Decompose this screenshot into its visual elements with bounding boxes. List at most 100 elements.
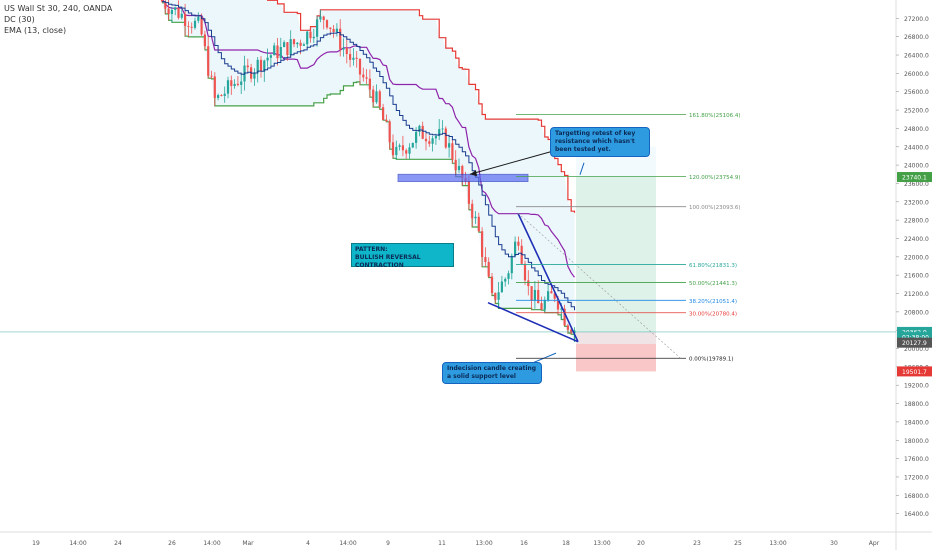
candle-body — [335, 28, 338, 33]
wedge-lower-line — [487, 301, 579, 343]
x-tick-label: 26 — [168, 540, 176, 547]
candle-body — [167, 8, 170, 15]
x-tick-label: 9 — [386, 540, 390, 547]
candle-body — [259, 59, 263, 72]
candle-body — [279, 46, 282, 59]
x-tick-label: 13:00 — [475, 540, 492, 547]
drawings — [0, 150, 896, 363]
resistance-callout-text: Targetting retest of key resistance whic… — [555, 130, 636, 153]
dc-fill-extension — [576, 146, 656, 344]
candle-body — [461, 165, 464, 179]
dc-label: DC (30) — [4, 15, 35, 24]
dc-fill — [162, 0, 575, 342]
candle-body — [236, 83, 239, 85]
candle-body — [160, 0, 164, 2]
candle-body — [540, 303, 543, 310]
pattern-label[interactable]: PATTERN: BULLISH REVERSAL CONTRACTION — [351, 243, 454, 269]
candle-body — [553, 293, 556, 299]
candle-body — [477, 216, 480, 232]
y-tick-label: 22800.0 — [904, 218, 929, 225]
candle-body — [312, 36, 315, 39]
y-tick-label: 23600.0 — [904, 181, 929, 188]
candle-body — [490, 276, 494, 293]
x-tick-label: 24 — [114, 540, 122, 547]
price-tag-label: 23740.1 — [902, 175, 927, 182]
candle-body — [210, 75, 213, 77]
candle-body — [174, 7, 177, 10]
candle-body — [385, 119, 388, 122]
resistance-callout-tail — [579, 162, 585, 175]
resistance-arrow-head — [470, 170, 477, 177]
resistance-callout[interactable]: Targetting retest of key resistance whic… — [550, 127, 650, 157]
candle-body — [283, 42, 286, 47]
x-tick-label: 19 — [32, 540, 40, 547]
candle-body — [273, 45, 276, 56]
candle-body — [537, 289, 540, 304]
candle-body — [240, 81, 243, 85]
x-tick-label: 11 — [438, 540, 446, 547]
y-tick-label: 22000.0 — [904, 254, 929, 261]
y-tick-label: 26000.0 — [904, 71, 929, 78]
dc-lower-band — [162, 2, 576, 342]
y-tick-label: 20800.0 — [904, 309, 929, 316]
candle-body — [471, 203, 474, 219]
y-tick-label: 18000.0 — [904, 438, 929, 445]
y-tick-label: 27200.0 — [904, 16, 929, 23]
y-tick-label: 16400.0 — [904, 511, 929, 518]
price-tag-label: 19501.7 — [902, 369, 927, 376]
price-tag-bg — [897, 337, 932, 348]
y-tick-label: 25600.0 — [904, 89, 929, 96]
candle-body — [424, 138, 428, 142]
y-tick-label: 17600.0 — [904, 456, 929, 463]
candle-body — [230, 80, 233, 87]
candle-body — [329, 27, 332, 29]
candle-body — [213, 76, 216, 98]
candle-body — [372, 89, 375, 103]
price-tag-label: 20127.9 — [902, 340, 927, 347]
x-tick-label: 16 — [520, 540, 528, 547]
candle-body — [207, 46, 210, 76]
candle-body — [180, 13, 183, 18]
candle-body — [382, 107, 385, 120]
candle-body — [266, 57, 269, 61]
candle-body — [368, 78, 371, 90]
x-tick-label: 18 — [562, 540, 570, 547]
x-tick-label: 20 — [637, 540, 645, 547]
candle-body — [441, 128, 444, 130]
fib-level-label: 61.80%(21831.3) — [689, 263, 737, 269]
candle-body — [164, 1, 167, 9]
support-callout-pointer — [533, 352, 557, 363]
pattern-name: BULLISH REVERSAL CONTRACTION — [355, 254, 421, 269]
candle-body — [223, 93, 226, 96]
candle-body — [302, 44, 305, 46]
x-tick-label: 23 — [693, 540, 701, 547]
candle-body — [401, 145, 404, 151]
candle-body — [190, 26, 193, 28]
candle-body — [193, 20, 197, 28]
candle-body — [355, 57, 358, 59]
fib-level-label: 0.00%(19789.1) — [689, 357, 734, 363]
symbol-label: US Wall St 30, 240, OANDA — [4, 4, 113, 13]
candle-body — [421, 125, 424, 139]
x-tick-label: 14:00 — [203, 540, 220, 547]
y-tick-label: 24000.0 — [904, 163, 929, 170]
candle-body — [563, 308, 566, 326]
candle-body — [388, 121, 391, 143]
ema-line — [162, 1, 575, 311]
candle-body — [263, 60, 266, 72]
candle-body — [309, 31, 312, 39]
candle-body — [560, 308, 563, 310]
candle-body — [457, 165, 461, 171]
candle-body — [187, 25, 190, 27]
candle-body — [365, 77, 368, 79]
support-callout[interactable]: Indecision candle creating a solid suppo… — [442, 362, 542, 384]
y-tick-label: 23200.0 — [904, 199, 929, 206]
y-tick-label: 24400.0 — [904, 144, 929, 151]
candle-body — [448, 143, 451, 148]
candle-body — [220, 95, 223, 96]
candle-body — [197, 16, 200, 21]
x-tick-label: 30 — [830, 540, 838, 547]
candle-body — [339, 28, 342, 50]
ema-13-line — [162, 1, 575, 311]
